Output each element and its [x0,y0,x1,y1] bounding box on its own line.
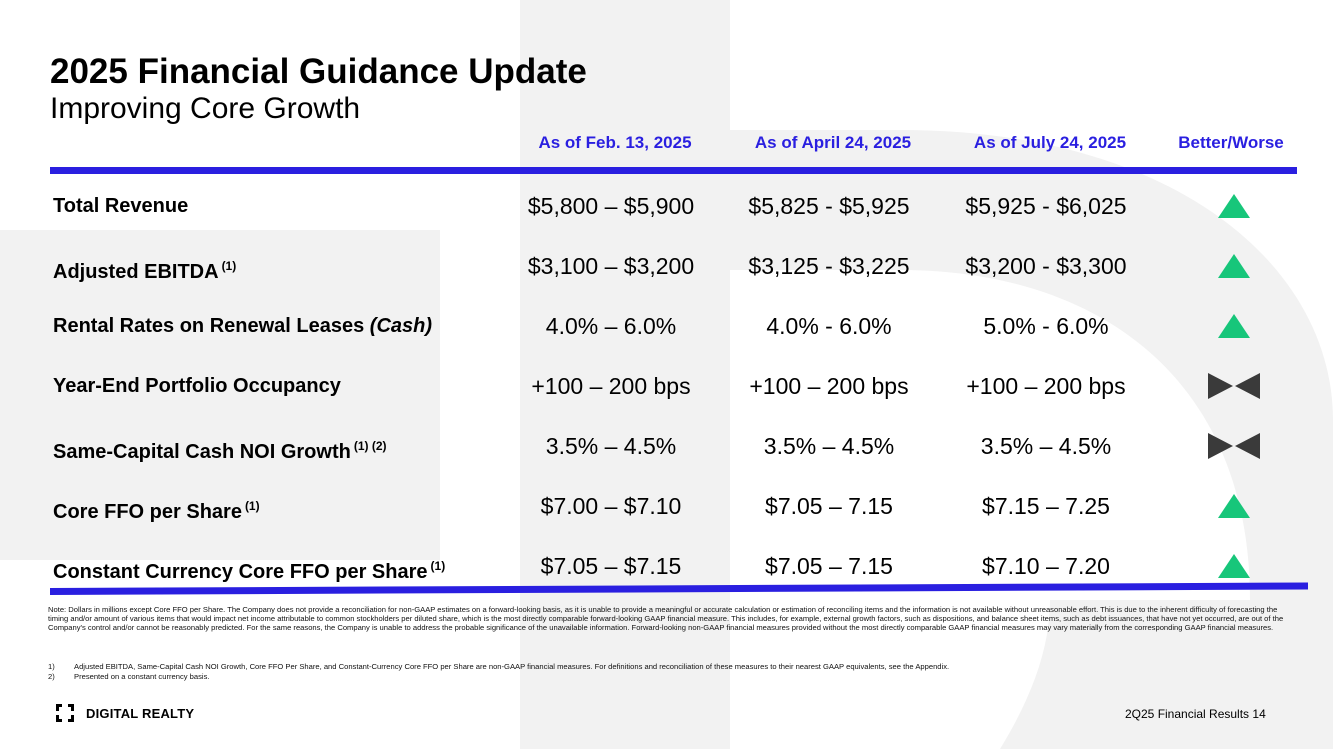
guidance-value: $5,825 - $5,925 [748,193,910,219]
guidance-value: $3,100 – $3,200 [527,253,695,279]
guidance-value: $7.15 – 7.25 [982,493,1110,519]
table-row: Constant Currency Core FFO per Share (1) $… [0,546,1333,586]
row-label: Core FFO per Share (1) [53,486,260,532]
column-header-april: As of April 24, 2025 [754,133,912,152]
table-row: Year-End Portfolio Occupancy +100 – 200 b… [0,366,1333,406]
row-label: Rental Rates on Renewal Leases (Cash) [53,306,432,346]
up-triangle-icon [1218,314,1250,338]
guidance-value: 4.0% - 6.0% [766,313,892,339]
row-label-text: Total Revenue [53,195,189,217]
footnote-ref: (1) [221,259,237,273]
page-subtitle: Improving Core Growth [50,92,361,125]
row-label: Constant Currency Core FFO per Share (1) [53,546,445,592]
table-row: Rental Rates on Renewal Leases (Cash) 4.0… [0,306,1333,346]
row-label: Year-End Portfolio Occupancy [53,366,341,406]
row-label-text: Core FFO per Share [53,501,242,523]
column-header-better-worse: Better/Worse [1178,133,1284,152]
footnote-ref: (1) [430,559,446,573]
guidance-value: 4.0% – 6.0% [545,313,677,339]
footnote: 1) Adjusted EBITDA, Same-Capital Cash NOI… [48,662,949,671]
footnote-number: 1) [48,662,55,671]
guidance-value: +100 – 200 bps [749,373,909,399]
guidance-value: $5,800 – $5,900 [527,193,695,219]
table-row: Adjusted EBITDA (1) $3,100 – $3,200 $3,125 … [0,246,1333,286]
table-row: Same-Capital Cash NOI Growth (1) (2) 3.5% … [0,426,1333,466]
company-logo: DIGITAL REALTY [54,702,194,724]
guidance-value: 3.5% – 4.5% [545,433,677,459]
column-header-july: As of July 24, 2025 [973,133,1127,152]
guidance-value: $3,125 - $3,225 [748,253,910,279]
guidance-value: 3.5% – 4.5% [763,433,895,459]
footer-page-label: 2Q25 Financial Results 14 [1125,707,1266,721]
up-triangle-icon [1218,194,1250,218]
up-triangle-icon [1218,554,1250,578]
row-label-text: Year-End Portfolio Occupancy [53,375,341,397]
row-label: Total Revenue [53,186,188,226]
table-top-rule [50,167,1297,174]
bowtie-icon [1208,433,1260,459]
guidance-value: $7.05 – 7.15 [765,493,893,519]
footnote-text: Presented on a constant currency basis. [74,672,210,681]
table-row: Core FFO per Share (1) $7.00 – $7.10 $7.05 … [0,486,1333,526]
row-label-text: Adjusted EBITDA [53,261,219,283]
guidance-value: $7.05 – $7.15 [540,553,682,579]
guidance-value: 3.5% – 4.5% [980,433,1112,459]
row-label-text: Same-Capital Cash NOI Growth [53,441,351,463]
row-label-italic: (Cash) [369,315,433,337]
row-label-text: Rental Rates on Renewal Leases [53,315,370,337]
guidance-value: $3,200 - $3,300 [965,253,1127,279]
guidance-value: $5,925 - $6,025 [965,193,1127,219]
bowtie-icon [1208,373,1260,399]
logo-text: DIGITAL REALTY [86,705,195,721]
guidance-value: $7.00 – $7.10 [540,493,682,519]
column-header-feb: As of Feb. 13, 2025 [538,133,692,152]
guidance-value: +100 – 200 bps [531,373,691,399]
guidance-value: $7.05 – 7.15 [765,553,893,579]
page-title: 2025 Financial Guidance Update [50,52,587,91]
footnote-ref: (1) (2) [353,439,387,453]
logo-bracket-icon [56,704,74,722]
up-triangle-icon [1218,494,1250,518]
row-label: Same-Capital Cash NOI Growth (1) (2) [53,426,387,472]
row-label-text: Constant Currency Core FFO per Share [53,561,428,583]
footnote-text: Adjusted EBITDA, Same-Capital Cash NOI G… [74,662,950,671]
footnote-ref: (1) [244,499,260,513]
guidance-value: $7.10 – 7.20 [982,553,1110,579]
table-row: Total Revenue $5,800 – $5,900 $5,825 - $5,… [0,186,1333,226]
footnote: 2) Presented on a constant currency basis… [48,672,210,681]
footnote-number: 2) [48,672,55,681]
up-triangle-icon [1218,254,1250,278]
guidance-value: 5.0% - 6.0% [983,313,1109,339]
disclaimer-note: Note: Dollars in millions except Core FF… [48,605,1288,639]
guidance-value: +100 – 200 bps [966,373,1126,399]
row-label: Adjusted EBITDA (1) [53,246,236,292]
note-text: Note: Dollars in millions except Core FF… [48,605,1284,632]
